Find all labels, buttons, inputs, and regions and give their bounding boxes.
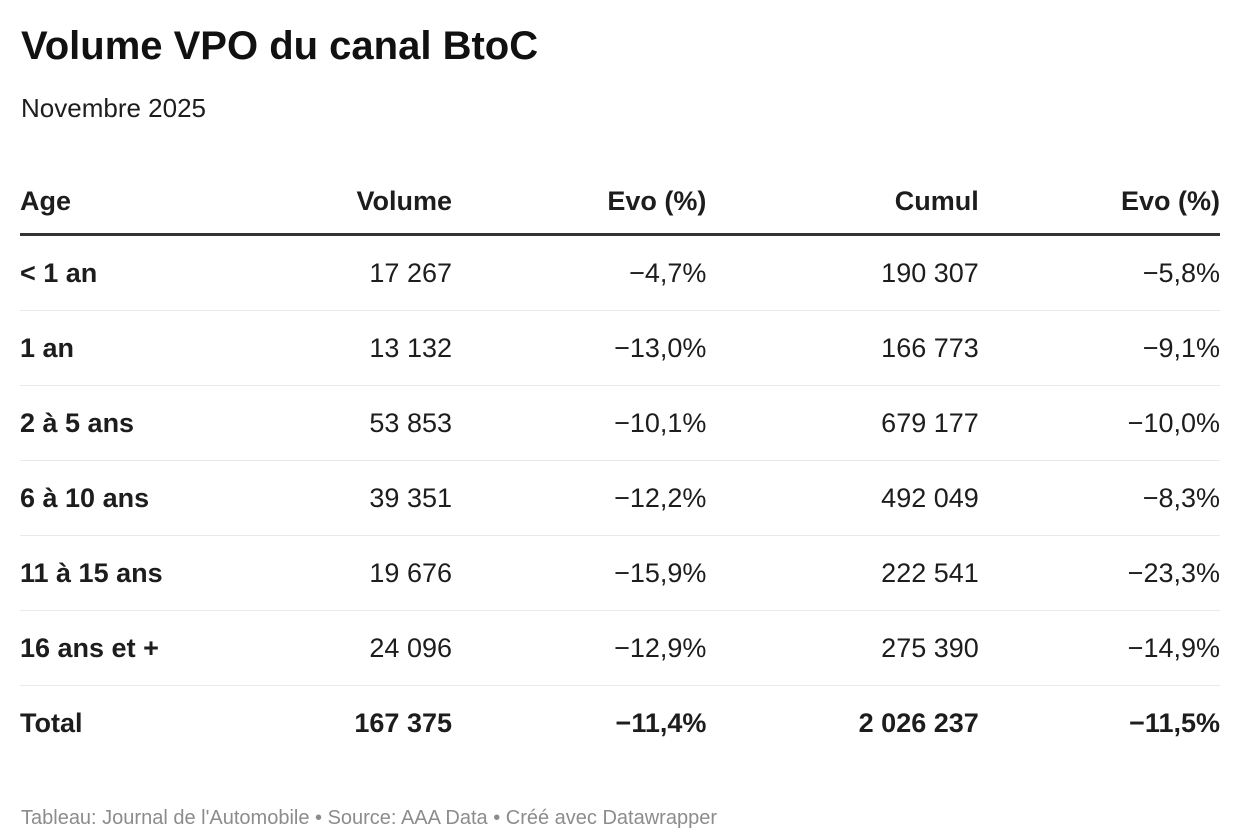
page-title: Volume VPO du canal BtoC [21, 24, 539, 68]
cell-evo: −10,1% [452, 385, 707, 461]
column-header-evo: Evo (%) [452, 185, 707, 236]
column-header-cumul: Cumul [706, 185, 979, 236]
cell-evo-cumul: −23,3% [978, 535, 1220, 611]
cell-total-cumul: 2 026 237 [858, 708, 979, 738]
cell-cumul: 222 541 [706, 535, 979, 611]
cell-total-evo-cumul: −11,5% [1129, 708, 1220, 738]
cell-evo: −4,7% [452, 234, 707, 311]
page-subtitle: Novembre 2025 [21, 93, 206, 123]
cell-cumul: 166 773 [706, 310, 979, 386]
cell-age: 2 à 5 ans [20, 385, 212, 461]
cell-volume: 24 096 [212, 610, 452, 686]
cell-evo: −15,9% [452, 535, 707, 611]
table-row: 11 à 15 ans 19 676 −15,9% 222 541 −23,3% [20, 535, 1220, 611]
cell-volume: 17 267 [212, 234, 452, 311]
footer-attribution: Tableau: Journal de l'Automobile • Sourc… [21, 807, 717, 829]
cell-evo: −13,0% [452, 310, 707, 386]
table-total-row: Total 167 375 −11,4% 2 026 237 −11,5% [20, 686, 1220, 761]
column-header-volume: Volume [212, 185, 452, 236]
cell-total-label: Total [20, 708, 83, 738]
cell-cumul: 275 390 [706, 610, 979, 686]
table-row: 16 ans et + 24 096 −12,9% 275 390 −14,9% [20, 610, 1220, 686]
cell-volume: 39 351 [212, 460, 452, 536]
column-header-evo-cumul: Evo (%) [978, 185, 1220, 236]
cell-age: 1 an [20, 310, 212, 386]
cell-age: 16 ans et + [20, 610, 212, 686]
cell-volume: 53 853 [212, 385, 452, 461]
cell-volume: 13 132 [212, 310, 452, 386]
cell-cumul: 190 307 [706, 234, 979, 311]
cell-age: 6 à 10 ans [20, 460, 212, 536]
table-row: < 1 an 17 267 −4,7% 190 307 −5,8% [20, 234, 1220, 311]
cell-age: < 1 an [20, 234, 212, 311]
column-header-age: Age [20, 185, 212, 236]
cell-evo: −12,9% [452, 610, 707, 686]
cell-total-volume: 167 375 [354, 708, 452, 738]
cell-cumul: 492 049 [706, 460, 979, 536]
cell-evo-cumul: −9,1% [978, 310, 1220, 386]
data-table: Age Volume Evo (%) Cumul Evo (%) < 1 an … [20, 185, 1220, 760]
cell-age: 11 à 15 ans [20, 535, 212, 611]
table-row: 6 à 10 ans 39 351 −12,2% 492 049 −8,3% [20, 460, 1220, 536]
table-row: 2 à 5 ans 53 853 −10,1% 679 177 −10,0% [20, 385, 1220, 461]
cell-evo-cumul: −14,9% [978, 610, 1220, 686]
cell-evo-cumul: −8,3% [978, 460, 1220, 536]
cell-cumul: 679 177 [706, 385, 979, 461]
table-row: 1 an 13 132 −13,0% 166 773 −9,1% [20, 310, 1220, 386]
cell-evo: −12,2% [452, 460, 707, 536]
cell-evo-cumul: −10,0% [978, 385, 1220, 461]
cell-total-evo: −11,4% [615, 708, 707, 738]
table-header-row: Age Volume Evo (%) Cumul Evo (%) [20, 185, 1220, 236]
cell-evo-cumul: −5,8% [978, 234, 1220, 311]
cell-volume: 19 676 [212, 535, 452, 611]
